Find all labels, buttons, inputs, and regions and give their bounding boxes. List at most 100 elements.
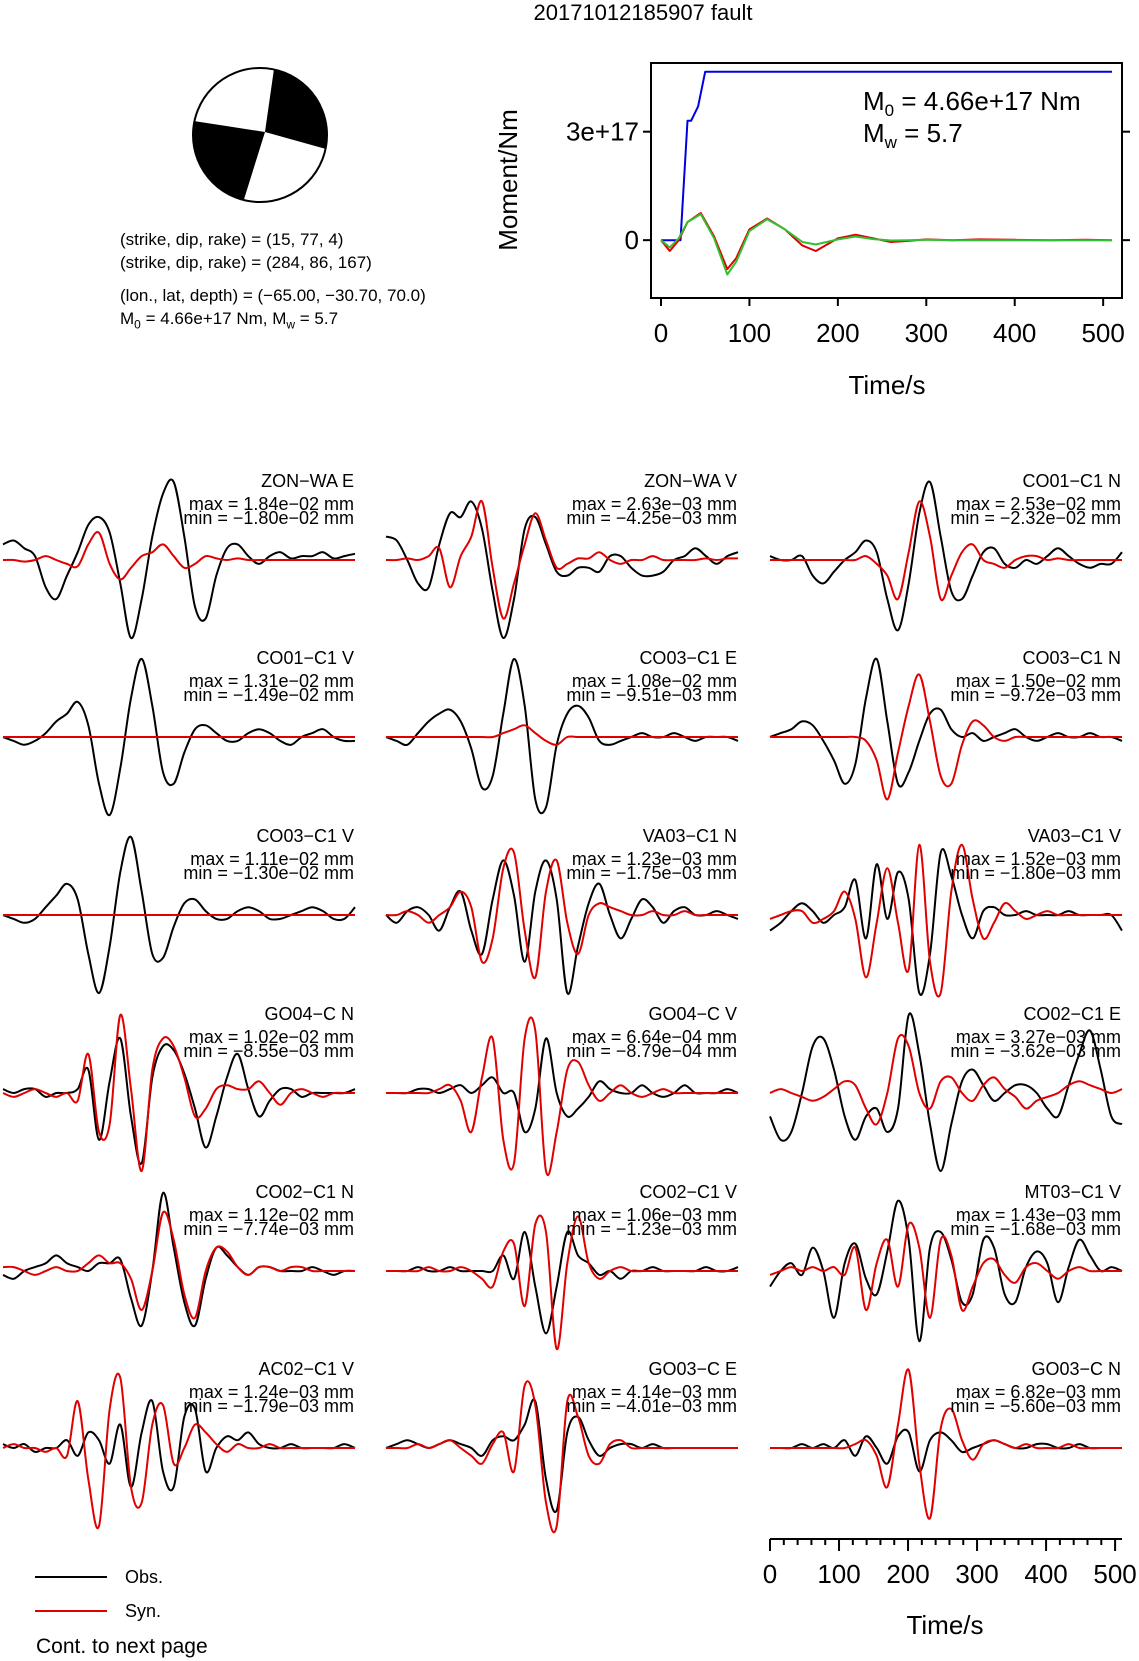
x-tick-label: 400 — [993, 318, 1036, 348]
station-max: max = 1.52e−03 mm — [956, 849, 1121, 869]
mw-subscript: w — [884, 133, 898, 152]
station-name: GO04−C V — [648, 1004, 737, 1024]
synthetic-trace — [2, 1372, 355, 1530]
station-min: min = −9.51e−03 mm — [566, 685, 737, 705]
station-max: max = 2.53e−02 mm — [956, 494, 1121, 514]
moment-xlabel: Time/s — [848, 370, 925, 400]
mw-annotation: Mw = 5.7 — [863, 118, 963, 152]
station-name: CO01−C1 V — [256, 648, 354, 668]
station-name: CO03−C1 E — [639, 648, 737, 668]
station-name: CO02−C1 N — [255, 1182, 354, 1202]
synthetic-trace — [385, 500, 739, 620]
figure-title: 20171012185907 fault — [534, 0, 753, 25]
station-min: min = −1.79e−03 mm — [183, 1396, 354, 1416]
station-min: min = −2.32e−02 mm — [950, 508, 1121, 528]
moment-ylabel: Moment/Nm — [493, 109, 523, 251]
observed-trace — [2, 478, 356, 640]
beachball-compressional-quadrant — [193, 121, 265, 200]
synthetic-trace — [386, 724, 738, 746]
station-min: min = −1.68e−03 mm — [950, 1219, 1121, 1239]
station-min: min = −4.25e−03 mm — [566, 508, 737, 528]
station-max: max = 1.08e−02 mm — [572, 671, 737, 691]
synthetic-trace — [2, 531, 355, 581]
station-min: min = −8.55e−03 mm — [183, 1041, 354, 1061]
synthetic-trace — [2, 1013, 355, 1173]
time-axis-tick-label: 0 — [763, 1559, 777, 1589]
mw-summary-value: = 5.7 — [295, 309, 339, 328]
station-name: ZON−WA V — [644, 471, 737, 491]
synthetic-trace — [386, 1016, 738, 1176]
observed-trace — [385, 657, 739, 815]
station-name: CO01−C1 N — [1022, 471, 1121, 491]
observed-trace — [769, 1428, 1122, 1473]
x-tick-label: 200 — [816, 318, 859, 348]
station-min: min = −1.75e−03 mm — [566, 863, 737, 883]
moment-axes: 0 100 200 300 400 500 0 3e+17 — [566, 117, 1130, 348]
station-name: GO03−C E — [648, 1359, 737, 1379]
station-min: min = −4.01e−03 mm — [566, 1396, 737, 1416]
station-name: CO02−C1 V — [639, 1182, 737, 1202]
station-max: max = 1.06e−03 mm — [572, 1205, 737, 1225]
observed-trace — [769, 1012, 1123, 1173]
time-axis-tick-label: 300 — [955, 1559, 998, 1589]
y-tick-label: 0 — [625, 225, 639, 255]
observed-trace — [385, 859, 739, 995]
beachball-icon — [192, 67, 328, 203]
mw-symbol: M — [863, 118, 885, 148]
station-min: min = −8.79e−04 mm — [566, 1041, 737, 1061]
y-tick-label: 3e+17 — [566, 117, 639, 147]
station-name: VA03−C1 N — [643, 826, 737, 846]
observed-trace — [2, 1191, 356, 1328]
station-min: min = −1.80e−02 mm — [183, 508, 354, 528]
legend-syn-label: Syn. — [125, 1601, 161, 1621]
m0-value: = 4.66e+17 Nm — [894, 86, 1080, 116]
beachball-compressional-quadrant — [265, 69, 327, 149]
station-min: min = −7.74e−03 mm — [183, 1219, 354, 1239]
station-max: max = 1.23e−03 mm — [572, 849, 737, 869]
station-max: max = 6.82e−03 mm — [956, 1382, 1121, 1402]
station-name: VA03−C1 V — [1028, 826, 1121, 846]
station-min: min = −1.49e−02 mm — [183, 685, 354, 705]
moment-series — [660, 70, 1113, 276]
m0-subscript: 0 — [885, 101, 894, 120]
time-axis-tick-label: 400 — [1024, 1559, 1067, 1589]
nodal-plane-1: (strike, dip, rake) = (15, 77, 4) — [120, 230, 344, 249]
time-axis-label: Time/s — [906, 1610, 983, 1640]
synthetic-trace — [769, 843, 1122, 998]
station-max: max = 6.64e−04 mm — [572, 1027, 737, 1047]
synthetic-trace — [385, 847, 738, 980]
station-max: max = 1.24e−03 mm — [189, 1382, 354, 1402]
station-name: CO03−C1 N — [1022, 648, 1121, 668]
station-max: max = 1.50e−02 mm — [956, 671, 1121, 691]
mw-value: = 5.7 — [897, 118, 963, 148]
synthetic-trace — [769, 1034, 1123, 1126]
station-min: min = −1.80e−03 mm — [950, 863, 1121, 883]
moment-summary-m: M — [120, 309, 135, 328]
m0-annotation: M0 = 4.66e+17 Nm — [863, 86, 1081, 120]
synthetic-trace — [770, 500, 1122, 602]
station-max: max = 3.27e−03 mm — [956, 1027, 1121, 1047]
synthetic-trace — [2, 1210, 355, 1320]
observed-trace — [2, 1399, 356, 1492]
observed-trace — [769, 480, 1123, 632]
synthetic-trace — [770, 673, 1122, 801]
moment-summary-sub: 0 — [134, 317, 141, 332]
station-min: min = −1.23e−03 mm — [566, 1219, 737, 1239]
observed-trace — [769, 848, 1123, 996]
synthetic-trace — [385, 1214, 738, 1351]
